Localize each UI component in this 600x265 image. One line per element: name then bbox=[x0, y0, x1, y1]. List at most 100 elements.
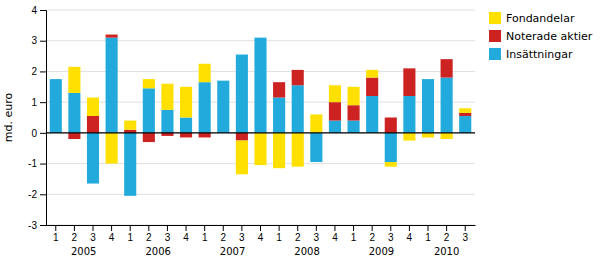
bar bbox=[236, 141, 248, 175]
bar bbox=[329, 121, 341, 133]
tick-mark bbox=[372, 225, 373, 231]
tick: 2 bbox=[369, 225, 375, 243]
tick-mark bbox=[353, 225, 354, 231]
legend-label: Fondandelar bbox=[506, 12, 575, 25]
bar bbox=[143, 88, 155, 133]
bar bbox=[403, 96, 415, 133]
tick: -1 bbox=[28, 158, 46, 169]
bar bbox=[385, 133, 397, 162]
tick: -2 bbox=[28, 189, 46, 200]
tick-mark bbox=[428, 225, 429, 231]
y-axis: -3-2-101234 bbox=[28, 5, 46, 231]
tick-mark bbox=[40, 71, 46, 72]
tick-label: 3 bbox=[31, 35, 37, 46]
tick: 3 bbox=[90, 225, 96, 243]
tick: -3 bbox=[28, 220, 46, 231]
bar bbox=[459, 116, 471, 133]
tick-mark bbox=[40, 41, 46, 42]
year-label: 2005 bbox=[71, 246, 96, 257]
tick-mark bbox=[260, 225, 261, 231]
tick-label: 2 bbox=[220, 232, 226, 243]
bar bbox=[366, 70, 378, 78]
tick: 4 bbox=[332, 225, 338, 243]
bars bbox=[50, 35, 472, 196]
bar-series bbox=[68, 35, 471, 143]
tick: 0 bbox=[31, 128, 46, 139]
year-label: 2008 bbox=[294, 246, 319, 257]
tick-label: 3 bbox=[90, 232, 96, 243]
y-axis-title: md. euro bbox=[2, 93, 15, 143]
tick-label: 1 bbox=[202, 232, 208, 243]
zero-line bbox=[46, 132, 475, 133]
bar-series bbox=[68, 64, 471, 175]
tick: 1 bbox=[351, 225, 357, 243]
tick: 2 bbox=[31, 66, 46, 77]
bar bbox=[124, 133, 136, 196]
year-label: 2010 bbox=[434, 246, 459, 257]
tick-mark bbox=[40, 225, 46, 226]
tick-label: 3 bbox=[462, 232, 468, 243]
tick-label: 4 bbox=[109, 232, 115, 243]
bar bbox=[254, 133, 266, 165]
tick: 1 bbox=[202, 225, 208, 243]
tick: 3 bbox=[165, 225, 171, 243]
tick: 3 bbox=[239, 225, 245, 243]
bar bbox=[68, 133, 80, 139]
tick-label: 4 bbox=[258, 232, 264, 243]
bar bbox=[236, 55, 248, 133]
tick-label: -3 bbox=[28, 220, 37, 231]
grid-line bbox=[46, 132, 475, 133]
tick-mark bbox=[465, 225, 466, 231]
tick-label: 1 bbox=[31, 97, 37, 108]
bar bbox=[254, 38, 266, 133]
bar-series bbox=[50, 38, 472, 196]
bar bbox=[236, 133, 248, 141]
tick: 3 bbox=[388, 225, 394, 243]
bar bbox=[273, 82, 285, 97]
tick: 1 bbox=[425, 225, 431, 243]
bar bbox=[273, 98, 285, 133]
tick-label: 1 bbox=[53, 232, 59, 243]
tick-mark bbox=[316, 225, 317, 231]
bar bbox=[124, 121, 136, 130]
tick: 2 bbox=[72, 225, 78, 243]
bar bbox=[366, 78, 378, 96]
year-label: 2006 bbox=[145, 246, 170, 257]
grid-line bbox=[46, 194, 475, 195]
bar bbox=[329, 102, 341, 120]
bar bbox=[422, 79, 434, 133]
tick-mark bbox=[148, 225, 149, 231]
tick: 4 bbox=[183, 225, 189, 243]
bar bbox=[403, 68, 415, 96]
bar bbox=[441, 133, 453, 139]
chart: -3-2-10123412341234123412341234123200520… bbox=[0, 0, 600, 265]
bar bbox=[292, 133, 304, 167]
legend-label: Noterade aktier bbox=[506, 30, 593, 43]
bar bbox=[180, 118, 192, 133]
tick-label: 3 bbox=[388, 232, 394, 243]
tick-mark bbox=[223, 225, 224, 231]
tick-label: 1 bbox=[276, 232, 282, 243]
tick-label: 1 bbox=[351, 232, 357, 243]
bar bbox=[292, 70, 304, 85]
tick: 1 bbox=[127, 225, 133, 243]
year-label: 2009 bbox=[369, 246, 394, 257]
bar bbox=[199, 133, 211, 138]
tick-mark bbox=[204, 225, 205, 231]
tick-label: 3 bbox=[165, 232, 171, 243]
x-axis: 12341234123412341234123 bbox=[47, 225, 476, 243]
tick-mark bbox=[334, 225, 335, 231]
legend-item: Fondandelar bbox=[489, 12, 575, 25]
grid bbox=[46, 10, 475, 225]
tick-mark bbox=[40, 102, 46, 103]
tick-mark bbox=[446, 225, 447, 231]
tick-label: -1 bbox=[28, 158, 37, 169]
tick-mark bbox=[186, 225, 187, 231]
bar bbox=[199, 64, 211, 82]
bar bbox=[143, 79, 155, 88]
year-labels: 200520062007200820092010 bbox=[71, 246, 459, 257]
tick-label: 2 bbox=[369, 232, 375, 243]
bar bbox=[87, 98, 99, 116]
bar bbox=[385, 162, 397, 167]
tick-mark bbox=[111, 225, 112, 231]
